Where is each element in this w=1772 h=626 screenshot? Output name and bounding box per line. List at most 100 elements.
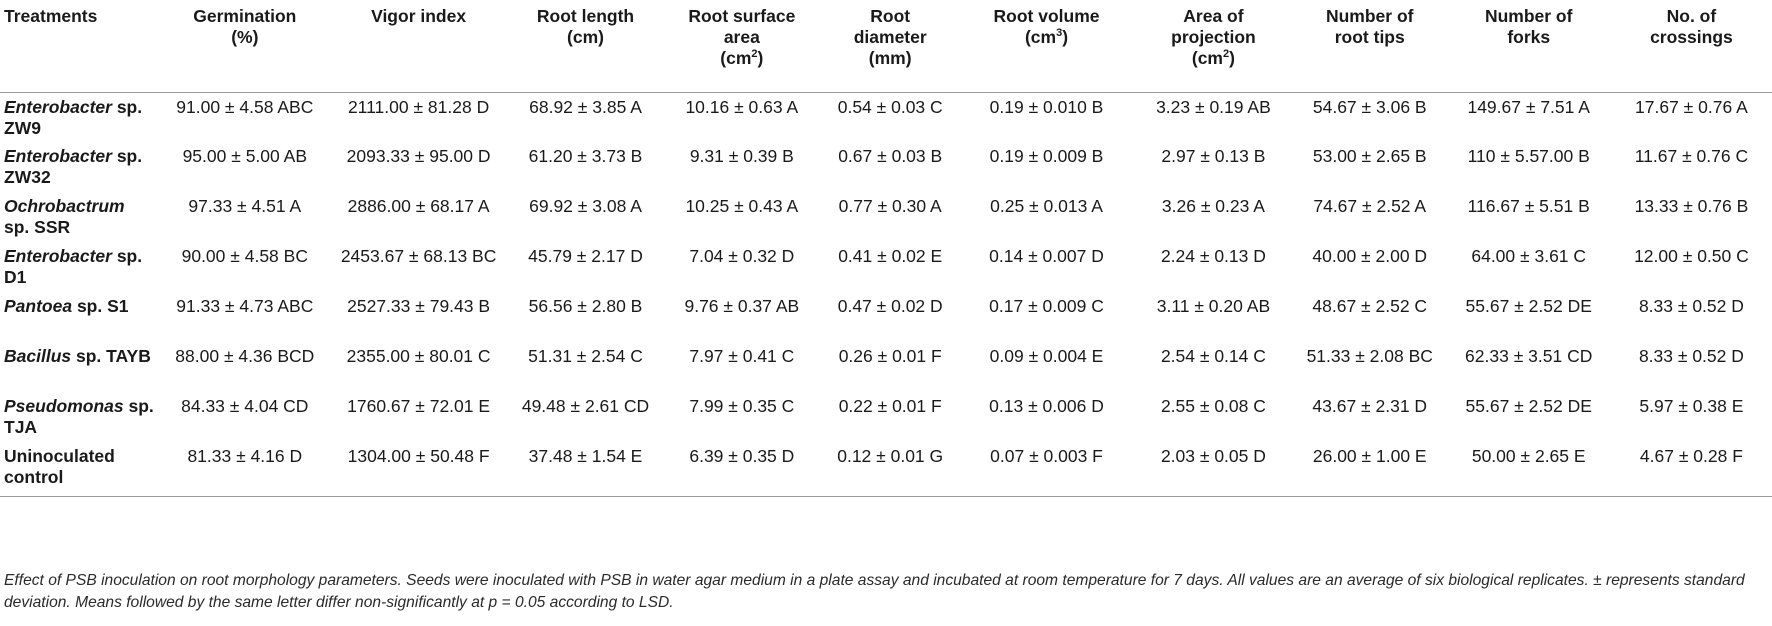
table-cell: 62.33 ± 3.51 CD (1465, 346, 1593, 366)
table-cell: 10.25 ± 0.43 A (685, 196, 799, 216)
table-cell: 64.00 ± 3.61 C (1471, 246, 1587, 266)
table-cell: 3.11 ± 0.20 AB (1156, 296, 1271, 316)
treatment-name: Enterobacter sp. D1 (0, 242, 161, 292)
genus-name: Pantoea (4, 296, 73, 316)
table-cell: 48.67 ± 2.52 C (1312, 296, 1428, 316)
table-row: Enterobacter sp. ZW32 95.00 ± 5.00 AB 2093.… (0, 142, 1772, 192)
table-cell: 0.54 ± 0.03 C (837, 96, 943, 117)
table-cell: 0.67 ± 0.03 B (838, 146, 943, 166)
table-cell: 88.00 ± 4.36 BCD (175, 346, 315, 366)
table-cell: 9.76 ± 0.37 AB (684, 296, 800, 316)
table-row: Bacillus sp. TAYB 88.00 ± 4.36 BCD 2355.00… (0, 342, 1772, 392)
table-cell: 0.07 ± 0.003 F (959, 442, 1134, 497)
table-row: Ochrobactrum sp. SSR 97.33 ± 4.51 A 2886.00… (0, 192, 1772, 242)
table-cell: 51.33 ± 2.08 BC (1306, 346, 1433, 366)
table-cell: 2.97 ± 0.13 B (1161, 146, 1266, 166)
table-cell: 37.48 ± 1.54 E (508, 442, 663, 497)
treatment-suffix: sp. S1 (72, 296, 129, 316)
treatment-suffix: sp. (123, 396, 154, 416)
treatment-strain: control (4, 467, 64, 487)
table-cell: 0.41 ± 0.02 E (838, 246, 943, 266)
genus-name: Enterobacter (4, 96, 112, 117)
table-cell: 2886.00 ± 68.17 A (347, 196, 490, 216)
treatment-suffix: sp. (111, 96, 143, 117)
table-row: Pseudomonas sp. TJA 84.33 ± 4.04 CD 1760.67… (0, 392, 1772, 442)
treatment-name: Pseudomonas sp. TJA (0, 392, 161, 442)
table-caption: Effect of PSB inoculation on root morpho… (4, 572, 1745, 611)
table-cell: 1304.00 ± 50.48 F (328, 442, 509, 497)
table-row: Enterobacter sp. D1 90.00 ± 4.58 BC 2453.67… (0, 242, 1772, 292)
header-treatments: Treatments (0, 0, 162, 93)
table-cell: 0.47 ± 0.02 D (837, 296, 943, 316)
table-cell: 40.00 ± 2.00 D (1312, 246, 1428, 266)
table-cell: 2.54 ± 0.14 C (1160, 346, 1266, 366)
treatment-name: Pantoea sp. S1 (0, 292, 161, 342)
table-row: Enterobacter sp. ZW9 91.00 ± 4.58 ABC 2111.… (0, 92, 1772, 142)
table-cell: 5.97 ± 0.38 E (1639, 396, 1744, 416)
table-cell: 91.00 ± 4.58 ABC (176, 96, 314, 117)
table-cell: 2453.67 ± 68.13 BC (340, 246, 497, 266)
table-cell: 0.22 ± 0.01 F (838, 396, 942, 416)
table-cell: 110 ± 5.57.00 B (1467, 146, 1590, 166)
table-cell: 43.67 ± 2.31 D (1312, 396, 1428, 416)
table-cell: 0.19 ± 0.009 B (989, 146, 1104, 166)
table-cell: 3.23 ± 0.19 AB (1156, 96, 1271, 117)
genus-name: Bacillus (4, 346, 72, 366)
table-cell: 49.48 ± 2.61 CD (521, 396, 650, 416)
header-area-of-projection: Area of projection (cm2) (1133, 0, 1293, 93)
table-cell: 2.24 ± 0.13 D (1160, 246, 1266, 266)
table-cell: 81.33 ± 4.16 D (161, 442, 329, 497)
treatment-strain: D1 (4, 267, 27, 287)
table-cell: 12.00 ± 0.50 C (1634, 246, 1749, 266)
table-cell: 4.67 ± 0.28 F (1610, 442, 1772, 497)
table-cell: 2527.33 ± 79.43 B (347, 296, 491, 316)
table-cell: 90.00 ± 4.58 BC (181, 246, 308, 266)
table-cell: 91.33 ± 4.73 ABC (176, 296, 314, 316)
table-cell: 84.33 ± 4.04 CD (181, 396, 309, 416)
header-forks: Number of forks (1446, 0, 1611, 93)
header-vigor-index: Vigor index (328, 0, 509, 93)
table-cell: 0.12 ± 0.01 G (821, 442, 960, 497)
table-cell: 17.67 ± 0.76 A (1635, 96, 1748, 117)
header-crossings: No. of crossings (1610, 0, 1772, 93)
table-cell: 0.25 ± 0.013 A (990, 196, 1103, 216)
table-cell: 11.67 ± 0.76 C (1634, 146, 1749, 166)
table-cell: 9.31 ± 0.39 B (689, 146, 794, 166)
table-cell: 2.03 ± 0.05 D (1133, 442, 1293, 497)
header-root-tips: Number of root tips (1292, 0, 1447, 93)
treatment-strain: ZW9 (4, 117, 41, 138)
table-body: Enterobacter sp. ZW9 91.00 ± 4.58 ABC 2111.… (0, 92, 1772, 497)
treatment-name: Enterobacter sp. ZW32 (0, 142, 161, 192)
table-cell: 2.55 ± 0.08 C (1160, 396, 1266, 416)
table-cell: 68.92 ± 3.85 A (529, 96, 642, 117)
table-cell: 8.33 ± 0.52 D (1638, 296, 1744, 316)
genus-name: Pseudomonas (4, 396, 124, 416)
treatment-strain: sp. SSR (4, 217, 71, 237)
root-morphology-table: Treatments Germination (%) Vigor index Ro… (0, 0, 1772, 497)
table-cell: 7.99 ± 0.35 C (689, 396, 795, 416)
table-cell: 0.77 ± 0.30 A (838, 196, 942, 216)
table-row: Pantoea sp. S1 91.33 ± 4.73 ABC 2527.33 ± … (0, 292, 1772, 342)
genus-name: Enterobacter (4, 246, 112, 266)
table-cell: 1760.67 ± 72.01 E (347, 396, 491, 416)
table-cell: 0.19 ± 0.010 B (989, 96, 1104, 117)
table-cell: 6.39 ± 0.35 D (662, 442, 822, 497)
table-cell: 74.67 ± 2.52 A (1313, 196, 1427, 216)
treatment-name: Bacillus sp. TAYB (0, 342, 161, 392)
table-cell: 3.26 ± 0.23 A (1161, 196, 1265, 216)
table-row: Uninoculated control 81.33 ± 4.16 D 1304.00… (0, 442, 1772, 497)
table-cell: 51.31 ± 2.54 C (528, 346, 643, 366)
header-root-diameter: Root diameter (mm) (821, 0, 960, 93)
table-cell: 55.67 ± 2.52 DE (1465, 396, 1592, 416)
table-cell: 26.00 ± 1.00 E (1292, 442, 1447, 497)
table-cell: 7.04 ± 0.32 D (689, 246, 795, 266)
treatment-strain: ZW32 (4, 167, 51, 187)
table-cell: 0.13 ± 0.006 D (989, 396, 1104, 416)
table-cell: 7.97 ± 0.41 C (689, 346, 795, 366)
header-root-length: Root length (cm) (508, 0, 663, 93)
table-cell: 56.56 ± 2.80 B (528, 296, 643, 316)
table-cell: 0.17 ± 0.009 C (989, 296, 1104, 316)
table-cell: 8.33 ± 0.52 D (1638, 346, 1744, 366)
header-germination: Germination (%) (161, 0, 329, 93)
